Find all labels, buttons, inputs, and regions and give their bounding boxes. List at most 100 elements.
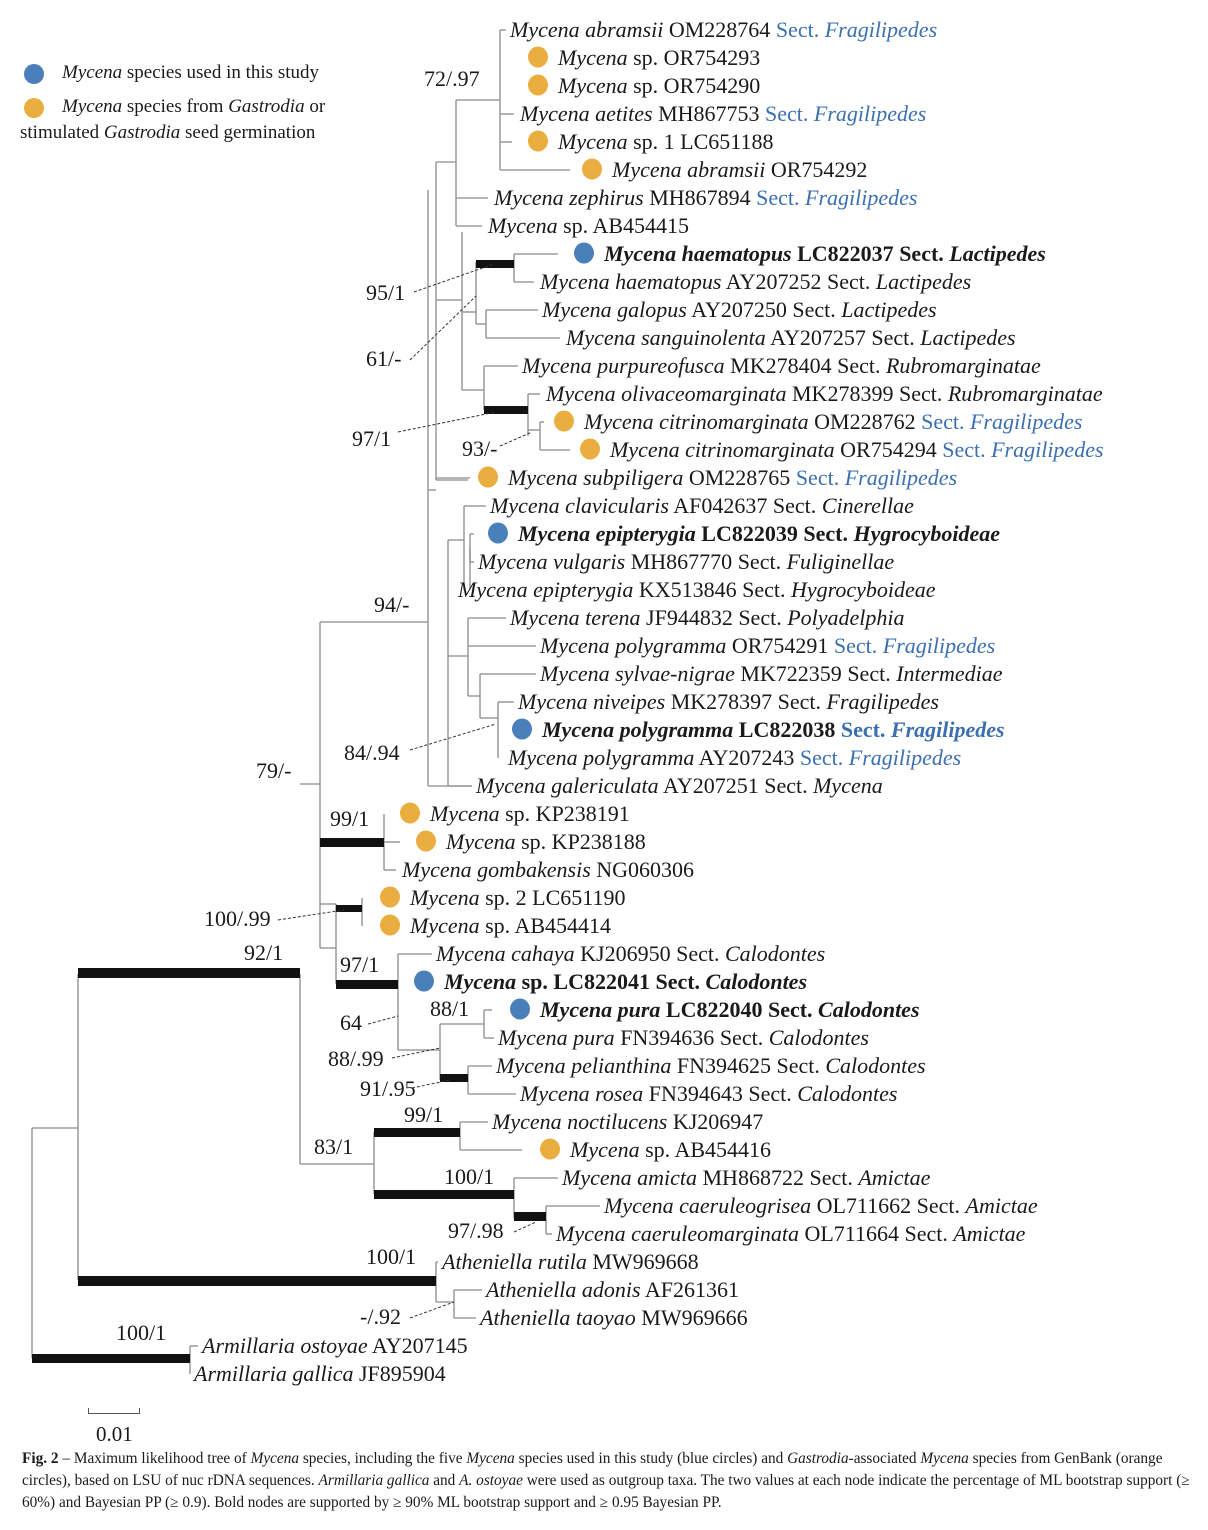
taxon-label: Mycena aetites MH867753 Sect. Fragiliped… [519,101,926,126]
section-name: Fragilipedes [890,717,1005,742]
taxon-label: Mycena epipterygia LC822039 Sect. Hygroc… [517,521,1000,546]
orange-circle-icon [416,830,436,852]
bold-branches [32,260,546,1363]
section-prefix: Sect. [737,577,791,602]
section-prefix: Sect. [787,297,841,322]
taxon-label: Mycena pelianthina FN394625 Sect. Calodo… [495,1053,926,1078]
section-name: Lactipedes [948,241,1046,266]
species-name: Mycena caeruleomarginata [555,1221,799,1246]
section-prefix: Sect. [832,353,886,378]
section-prefix: Sect. [835,717,891,742]
taxon-label: Armillaria ostoyae AY207145 [200,1333,468,1358]
section-name: Rubromarginatae [885,353,1041,378]
support-value: 79/- [256,758,291,783]
taxon-leaf: Armillaria ostoyae AY207145 [200,1333,468,1358]
section-name: Fragilipedes [826,689,939,714]
legend-text: species from [122,96,229,117]
section-prefix: Sect. [714,1025,768,1050]
species-name: Mycena [557,45,628,70]
accession: MK278399 [787,381,894,406]
support-value: 88/1 [430,996,469,1021]
taxon-leaf: Armillaria gallica JF895904 [192,1361,446,1386]
support-value: 95/1 [366,280,405,305]
taxon-label: Mycena rosea FN394643 Sect. Calodontes [519,1081,897,1106]
accession: OR754292 [765,157,867,182]
taxon-label: Mycena purpureofusca MK278404 Sect. Rubr… [521,353,1041,378]
section-prefix: Sect. [650,969,706,994]
section-name: Calodontes [797,1081,897,1106]
species-name: Mycena noctilucens [491,1109,667,1134]
taxon-label: Mycena haematopus LC822037 Sect. Lactipe… [603,241,1046,266]
caption-text: and [429,1472,460,1489]
support-value: 88/.99 [328,1046,384,1071]
species-name: Mycena polygramma [541,717,733,742]
section-prefix: Sect. [790,465,844,490]
section-prefix: Sect. [804,1165,858,1190]
species-name: Mycena vulgaris [477,549,625,574]
section-prefix: Sect. [671,941,725,966]
taxon-label: Mycena niveipes MK278397 Sect. Fragilipe… [517,689,939,714]
accession: OR754294 [835,437,937,462]
species-name: Mycena amicta [561,1165,697,1190]
taxon-label: Mycena vulgaris MH867770 Sect. Fuliginel… [477,549,894,574]
accession: AF261361 [641,1277,739,1302]
taxon-leaf: Mycena polygramma AY207243 Sect. Fragili… [507,745,961,770]
scale-bar-label: 0.01 [96,1422,133,1446]
caption-genus: Gastrodia [787,1450,849,1467]
section-prefix: Sect. [772,689,826,714]
section-prefix: Sect. [893,381,947,406]
taxon-leaf: Mycena subpiligera OM228765 Sect. Fragil… [478,465,957,490]
legend-genus: Gastrodia [228,96,305,117]
support-value: 100/1 [444,1164,494,1189]
species-name: Mycena abramsii [509,17,663,42]
accession: KX513846 [633,577,736,602]
species-name: Mycena zephirus [493,185,644,210]
taxon-leaf: Mycena sp. KP238188 [416,829,646,854]
taxon-label: Mycena sylvae-nigrae MK722359 Sect. Inte… [539,661,1003,686]
section-prefix: Sect. [866,325,920,350]
support-value: 72/.97 [424,66,480,91]
taxon-label: Atheniella adonis AF261361 [484,1277,739,1302]
species-name: Mycena polygramma [539,633,726,658]
section-prefix: Sect. [759,773,813,798]
taxon-label: Mycena sp. LC822041 Sect. Calodontes [443,969,807,994]
section-name: Cinerellae [822,493,914,518]
accession: MW969668 [587,1249,699,1274]
section-prefix: Sect. [733,605,787,630]
section-prefix: Sect. [743,1081,797,1106]
species-name: Mycena haematopus [603,241,792,266]
taxon-label: Atheniella rutila MW969668 [440,1249,699,1274]
support-value: 100/1 [116,1320,166,1345]
taxon-leaf: Mycena gombakensis NG060306 [401,857,694,882]
accession: MK278397 [665,689,772,714]
species-name: Mycena epipterygia [457,577,633,602]
taxon-label: Mycena caeruleogrisea OL711662 Sect. Ami… [603,1193,1038,1218]
taxon-label: Mycena sp. OR754290 [557,73,760,98]
accession: OR754291 [726,633,828,658]
section-name: Calodontes [725,941,825,966]
species-name: Mycena pura [497,1025,615,1050]
section-prefix: Sect. [767,493,821,518]
accession: JF895904 [354,1361,446,1386]
section-name: Amictae [856,1165,930,1190]
support-value: 83/1 [314,1134,353,1159]
species-name: Mycena galericulata [475,773,659,798]
accession: JF944832 [641,605,733,630]
taxon-leaf: Mycena pura FN394636 Sect. Calodontes [497,1025,869,1050]
taxon-leaf: Mycena noctilucens KJ206947 [491,1109,763,1134]
section-name: Fragilipedes [848,745,961,770]
accession: OM228765 [683,465,790,490]
taxon-leaf: Mycena sp. AB454414 [380,913,611,938]
support-value: 100/1 [366,1244,416,1269]
taxon-label: Mycena caeruleomarginata OL711664 Sect. … [555,1221,1026,1246]
taxon-leaf: Atheniella taoyao MW969666 [478,1305,748,1330]
species-name: Mycena subpiligera [507,465,683,490]
taxon-label: Mycena clavicularis AF042637 Sect. Ciner… [489,493,914,518]
taxon-label: Mycena haematopus AY207252 Sect. Lactipe… [539,269,971,294]
species-name: Mycena gombakensis [401,857,591,882]
species-name: Mycena terena [509,605,641,630]
orange-circle-icon [400,802,420,824]
accession: KJ206947 [667,1109,763,1134]
accession: MK278404 [725,353,832,378]
legend-genus: Mycena [62,62,123,83]
